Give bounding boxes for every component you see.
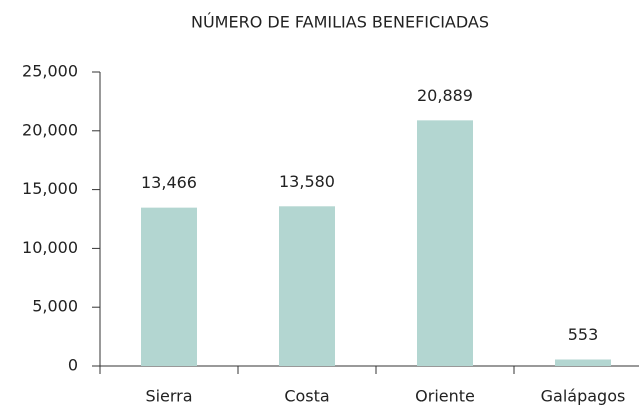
x-tick-label: Sierra — [145, 387, 192, 406]
y-tick-label: 25,000 — [22, 62, 78, 81]
value-label: 13,466 — [141, 173, 197, 192]
value-label: 13,580 — [279, 172, 335, 191]
x-tick-label: Costa — [284, 387, 329, 406]
bar — [141, 207, 197, 366]
x-tick-label: Galápagos — [541, 387, 626, 406]
bar — [279, 206, 335, 366]
y-tick-label: 20,000 — [22, 120, 78, 139]
chart-title: NÚMERO DE FAMILIAS BENEFICIADAS — [191, 13, 489, 32]
value-label: 553 — [568, 325, 599, 344]
y-tick-label: 10,000 — [22, 238, 78, 257]
y-tick-label: 0 — [68, 356, 78, 375]
y-tick-label: 5,000 — [32, 297, 78, 316]
y-tick-label: 15,000 — [22, 179, 78, 198]
bar — [417, 120, 473, 366]
value-label: 20,889 — [417, 86, 473, 105]
x-tick-label: Oriente — [415, 387, 475, 406]
bar — [555, 359, 611, 366]
